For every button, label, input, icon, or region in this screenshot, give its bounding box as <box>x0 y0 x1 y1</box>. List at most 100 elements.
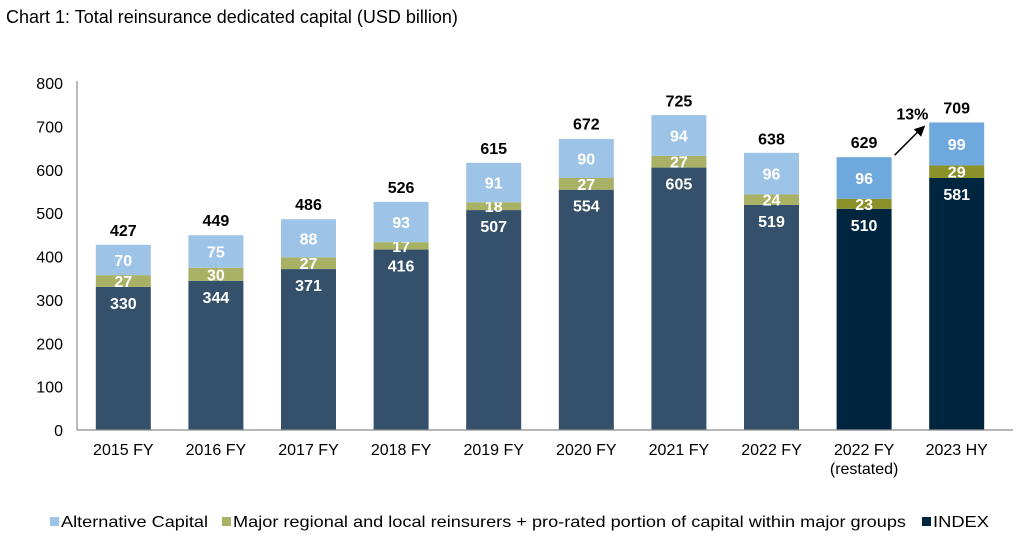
bar-segment <box>744 152 799 195</box>
segment-label: 27 <box>670 155 688 172</box>
x-axis: 2015 FY 2016 FY 2017 FY 2018 FY 2019 FY 2020 … <box>77 429 1013 478</box>
segment-label: 510 <box>851 218 878 235</box>
x-tick-label: 2018 FY <box>371 442 432 459</box>
legend: Alternative Capital Major regional and lo… <box>50 514 989 531</box>
y-tick-label: 600 <box>36 163 63 180</box>
legend-swatch <box>222 517 231 526</box>
y-tick-label: 300 <box>36 293 63 310</box>
x-tick-label: 2023 HY <box>926 442 989 459</box>
total-label: 486 <box>295 197 322 214</box>
bars: 330 27 70 427 344 30 75 449 371 27 88 486 416 17 93 526… <box>95 94 985 431</box>
legend-swatch <box>922 517 931 526</box>
bar-segment <box>373 242 429 250</box>
bar-segment <box>466 162 522 203</box>
total-label: 427 <box>110 223 137 240</box>
y-tick-label: 400 <box>36 250 63 267</box>
segment-label: 75 <box>207 245 225 262</box>
arrow-line <box>894 129 920 156</box>
x-tick-label: 2019 FY <box>463 442 524 459</box>
bar-segment <box>95 286 151 430</box>
bar-segment <box>744 194 799 205</box>
bar-segment <box>188 280 244 430</box>
legend-label: Major regional and local reinsurers + pr… <box>233 514 906 531</box>
bar-segment <box>281 257 336 270</box>
bar-segment <box>558 177 614 190</box>
segment-label: 91 <box>485 176 503 193</box>
bar-segment <box>651 167 707 431</box>
segment-label: 27 <box>114 274 132 291</box>
total-label: 672 <box>573 117 600 134</box>
x-tick-label: 2016 FY <box>186 442 247 459</box>
segment-label: 70 <box>114 253 132 270</box>
segment-label: 507 <box>480 219 507 236</box>
legend-swatch <box>50 517 59 526</box>
legend-label: INDEX <box>933 514 989 531</box>
segment-label: 30 <box>207 267 225 284</box>
segment-label: 93 <box>392 215 410 232</box>
x-tick-label: 2015 FY <box>93 442 154 459</box>
bar-segment <box>281 269 336 430</box>
bar-segment <box>281 219 336 258</box>
arrow-head-icon <box>913 125 926 137</box>
bar-segment <box>373 201 429 243</box>
segment-label: 29 <box>948 165 966 182</box>
x-tick-label: 2021 FY <box>649 442 710 459</box>
bar-segment <box>558 189 614 430</box>
segment-label: 17 <box>392 239 410 256</box>
total-label: 615 <box>480 141 507 158</box>
segment-label: 90 <box>577 151 595 168</box>
segment-label: 88 <box>300 231 318 248</box>
bar-segment <box>929 165 985 178</box>
segment-label: 605 <box>666 177 693 194</box>
total-label: 526 <box>388 180 415 197</box>
segment-label: 24 <box>763 193 781 210</box>
segment-label: 330 <box>110 296 137 313</box>
bar-segment <box>836 198 892 209</box>
x-tick-label: 2022 FY <box>834 442 895 459</box>
segment-label: 96 <box>855 171 873 188</box>
y-tick-label: 800 <box>36 76 63 93</box>
segment-label: 371 <box>295 278 322 295</box>
x-tick-label: 2020 FY <box>556 442 617 459</box>
x-tick-label: 2022 FY <box>741 442 802 459</box>
bar-segment <box>188 267 244 281</box>
bar-segment <box>744 204 799 430</box>
legend-label: Alternative Capital <box>61 514 208 531</box>
bar-segment <box>929 122 985 166</box>
y-tick-label: 700 <box>36 119 63 136</box>
growth-label: 13% <box>896 106 928 123</box>
bar-segment <box>373 249 429 430</box>
segment-label: 96 <box>763 167 781 184</box>
bar-segment <box>836 157 892 199</box>
bar-segment <box>651 155 707 168</box>
segment-label: 94 <box>670 128 688 145</box>
segment-label: 27 <box>300 256 318 273</box>
segment-label: 99 <box>948 137 966 154</box>
segment-label: 27 <box>577 177 595 194</box>
segment-label: 416 <box>388 259 415 276</box>
y-tick-label: 0 <box>54 423 63 440</box>
bar-segment <box>466 202 522 211</box>
segment-label: 519 <box>758 214 785 231</box>
chart-title: Chart 1: Total reinsurance dedicated cap… <box>6 7 458 27</box>
x-tick-label: (restated) <box>830 461 898 478</box>
segment-label: 581 <box>943 187 970 204</box>
total-label: 709 <box>943 100 970 117</box>
segment-label: 344 <box>203 290 230 307</box>
segment-label: 23 <box>855 197 873 214</box>
y-tick-label: 100 <box>36 380 63 397</box>
growth-annotation: 13% <box>894 106 928 156</box>
y-axis: 0 100 200 300 400 500 600 700 800 <box>36 76 78 440</box>
bar-segment <box>651 115 707 156</box>
total-label: 638 <box>758 131 785 148</box>
segment-label: 18 <box>485 199 503 216</box>
total-label: 725 <box>666 94 693 111</box>
bar-segment <box>466 210 522 430</box>
bar-segment <box>95 275 151 287</box>
segment-label: 554 <box>573 199 600 216</box>
y-tick-label: 200 <box>36 336 63 353</box>
x-tick-label: 2017 FY <box>278 442 339 459</box>
total-label: 449 <box>203 213 230 230</box>
bar-segment <box>95 244 151 276</box>
